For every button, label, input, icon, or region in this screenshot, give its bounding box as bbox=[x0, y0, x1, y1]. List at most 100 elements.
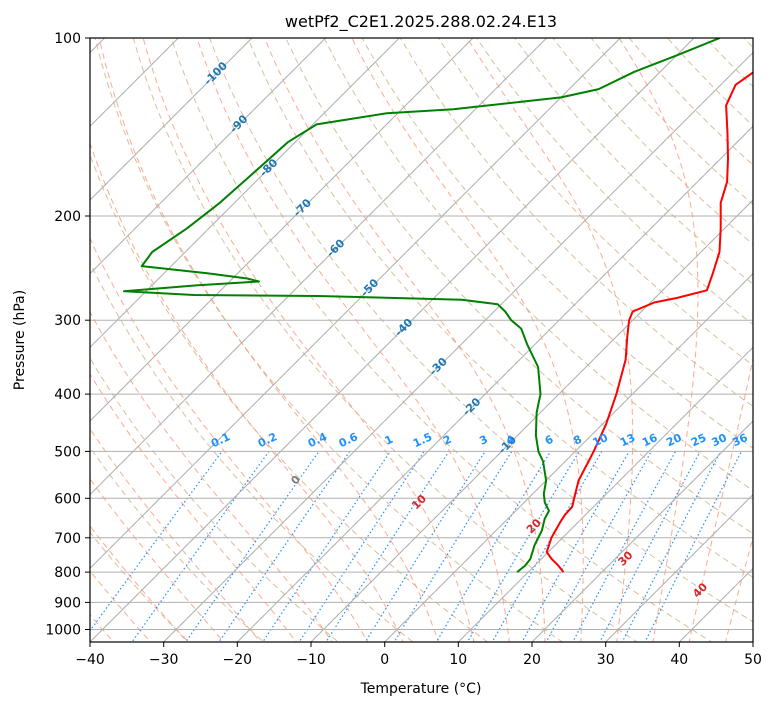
x-axis-ticks: −40 −30 −20 −10 0 10 20 30 40 50 bbox=[75, 642, 762, 668]
background-isotherm-line bbox=[531, 420, 753, 642]
dewpoint-line bbox=[123, 38, 721, 573]
mixing-ratio-label: 1 bbox=[383, 433, 395, 448]
dry-adiabat-line bbox=[90, 261, 414, 642]
mixing-ratio-line bbox=[491, 451, 603, 642]
moist-adiabat-line bbox=[90, 311, 333, 642]
y-tick-label: 100 bbox=[54, 31, 81, 47]
isotherm-gridline bbox=[604, 493, 753, 642]
isotherm-gridline bbox=[90, 38, 401, 349]
y-tick-label: 1000 bbox=[45, 623, 81, 639]
moist-adiabat-line bbox=[196, 38, 510, 642]
moist-adiabat-line bbox=[90, 237, 369, 642]
background-isotherm-line bbox=[90, 38, 401, 349]
mixing-ratio-line bbox=[298, 451, 425, 642]
mixing-ratio-label: 0.4 bbox=[306, 430, 329, 450]
moist-adiabat-line bbox=[90, 373, 297, 642]
moist-adiabats bbox=[90, 11, 775, 654]
isotherm-gridline bbox=[90, 38, 327, 275]
dry-adiabat-line bbox=[90, 357, 339, 642]
moist-adiabat-line bbox=[98, 38, 440, 642]
isotherm-gridline bbox=[90, 38, 180, 128]
moist-adiabat-line bbox=[351, 38, 584, 642]
mixing-ratio-label: 20 bbox=[664, 431, 684, 449]
x-tick-label: 40 bbox=[670, 652, 688, 668]
mixing-ratio-label: 0.6 bbox=[337, 430, 360, 450]
dry-adiabat-line bbox=[247, 38, 753, 578]
x-tick-label: 0 bbox=[380, 652, 389, 668]
mixing-ratio-label: 30 bbox=[710, 431, 730, 449]
mixing-ratio-label: 0.1 bbox=[209, 430, 232, 450]
background-isotherm-line bbox=[90, 38, 474, 422]
dry-adiabat-line bbox=[90, 446, 265, 642]
y-tick-label: 800 bbox=[54, 565, 81, 581]
y-tick-label: 300 bbox=[54, 313, 81, 329]
background-isotherm-line bbox=[678, 567, 753, 642]
x-tick-label: −40 bbox=[75, 652, 105, 668]
moist-adiabat-line bbox=[759, 11, 775, 654]
y-tick-label: 600 bbox=[54, 491, 81, 507]
dry-adiabat-line bbox=[132, 38, 638, 642]
moist-adiabat-line bbox=[90, 141, 404, 642]
dry-adiabat-line bbox=[704, 38, 753, 88]
y-tick-label: 200 bbox=[54, 209, 81, 225]
pressure-gridlines bbox=[90, 38, 753, 630]
mixing-ratio-label: 6 bbox=[543, 433, 556, 448]
y-tick-label: 500 bbox=[54, 444, 81, 460]
isotherm-gridline bbox=[752, 641, 753, 642]
moist-adiabat-line bbox=[90, 525, 188, 642]
mixing-ratio-label: 3 bbox=[477, 433, 489, 448]
dry-adiabats bbox=[90, 38, 753, 642]
dry-adiabat-line bbox=[94, 38, 564, 642]
moist-adiabat-label: 30 bbox=[616, 548, 636, 568]
moist-adiabat-line bbox=[90, 478, 225, 642]
isotherm-gridline bbox=[383, 272, 753, 642]
dry-adiabat-line bbox=[361, 38, 753, 449]
x-tick-label: −30 bbox=[149, 652, 179, 668]
plot-frame bbox=[89, 37, 754, 643]
isotherm-gridline bbox=[0, 11, 58, 654]
y-tick-label: 400 bbox=[54, 387, 81, 403]
moist-adiabat-line bbox=[466, 38, 634, 642]
dry-adiabat-line bbox=[666, 38, 753, 127]
moist-adiabat-line bbox=[142, 38, 475, 642]
x-tick-label: −10 bbox=[296, 652, 326, 668]
x-tick-label: −20 bbox=[223, 652, 253, 668]
x-tick-label: 10 bbox=[449, 652, 467, 668]
isotherm-gridline bbox=[531, 420, 753, 642]
dry-adiabat-line bbox=[590, 38, 753, 206]
y-tick-label: 900 bbox=[54, 595, 81, 611]
moist-adiabat-line bbox=[688, 356, 753, 642]
background-isotherm-line bbox=[90, 38, 253, 201]
mixing-ratio-label: 1.5 bbox=[411, 430, 434, 450]
x-tick-label: 20 bbox=[523, 652, 541, 668]
moist-adiabat-line bbox=[90, 427, 261, 642]
isotherm-gridline bbox=[90, 38, 474, 422]
isotherm-gridline bbox=[90, 38, 695, 642]
mixing-ratio-label: 2 bbox=[441, 433, 453, 448]
isotherm-gridline bbox=[457, 346, 753, 642]
skewed-isotherm-gridlines bbox=[0, 11, 753, 654]
mixing-ratio-label: 8 bbox=[571, 433, 583, 448]
background-lines bbox=[0, 11, 775, 654]
mixing-ratio-line bbox=[131, 451, 270, 642]
isotherm-gridline bbox=[90, 38, 548, 496]
mixing-ratio-line bbox=[466, 451, 580, 642]
mixing-ratio-line bbox=[393, 451, 513, 642]
background-isotherm-line bbox=[90, 38, 327, 275]
mixing-ratio-label: 0.2 bbox=[256, 430, 279, 450]
moist-adiabat-line bbox=[725, 535, 753, 642]
background-isotherm-line bbox=[752, 641, 753, 642]
isotherm-gridline bbox=[90, 38, 253, 201]
mixing-ratio-label: 10 bbox=[591, 431, 611, 449]
dry-adiabat-line bbox=[90, 531, 190, 642]
mixing-ratio-label: 25 bbox=[689, 431, 708, 449]
background-isotherm-line bbox=[383, 272, 753, 642]
x-tick-label: 30 bbox=[597, 652, 615, 668]
dry-adiabat-line bbox=[285, 38, 753, 535]
profile-series bbox=[123, 38, 753, 573]
background-isotherm-line bbox=[310, 199, 753, 642]
dry-adiabat-line bbox=[399, 38, 753, 408]
temperature-line bbox=[545, 71, 753, 573]
dry-adiabat-line bbox=[514, 38, 753, 285]
